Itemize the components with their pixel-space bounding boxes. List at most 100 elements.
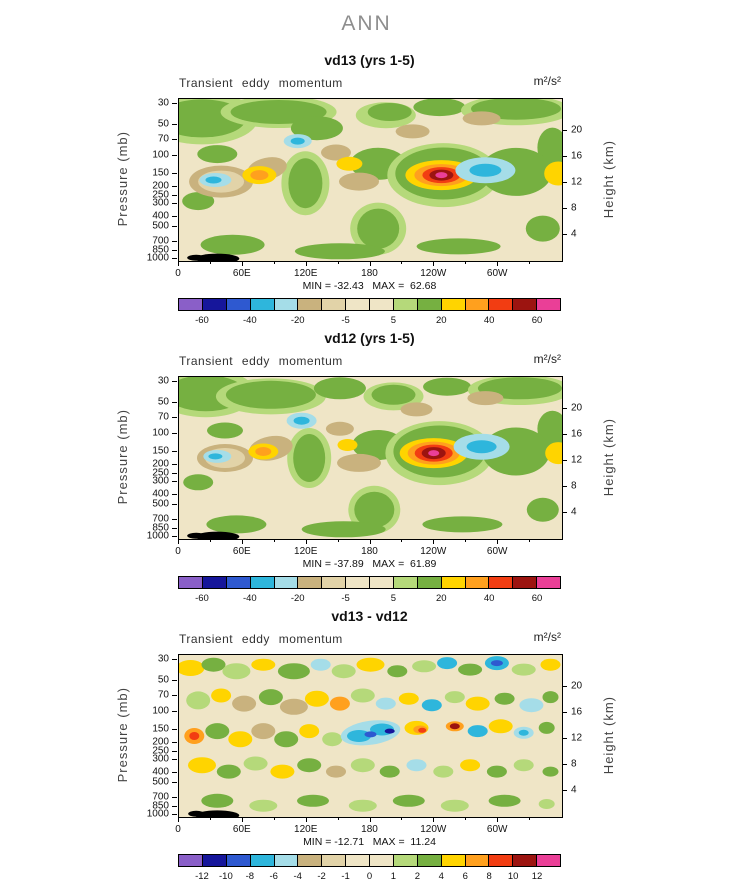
minor-tick-mark	[465, 817, 467, 820]
colorbar-segment	[273, 855, 298, 866]
pressure-axis: 30 50 70 100 150 200 250 300 400 500 700 850 1000	[0, 97, 178, 264]
panel-diff: vd13 - vd12 Transient eddy momentum m²/s…	[0, 608, 733, 886]
pressure-tick-label: 200	[152, 180, 169, 191]
colorbar-segment	[392, 855, 417, 866]
contour-plot-frame	[178, 98, 563, 262]
colorbar-tick-label: 60	[531, 315, 543, 326]
tick-mark	[172, 102, 177, 104]
pressure-tick-label: 400	[152, 766, 169, 778]
longitude-tick-label: 60W	[486, 824, 508, 835]
tick-mark	[172, 759, 177, 761]
colorbar-segment	[249, 299, 274, 310]
colorbar-segment	[488, 855, 513, 866]
tick-mark	[172, 203, 177, 205]
colorbar-segment	[464, 577, 489, 588]
tick-mark	[172, 401, 177, 403]
minor-tick-mark	[529, 261, 531, 264]
tick-mark	[172, 380, 177, 382]
tick-mark	[172, 481, 177, 483]
pressure-tick-label: 30	[157, 653, 169, 665]
tick-mark	[172, 813, 177, 815]
tick-mark	[562, 234, 567, 236]
height-tick-label: 8	[571, 758, 577, 770]
longitude-tick-label: 120W	[420, 824, 447, 835]
colorbar-segment	[201, 299, 226, 310]
colorbar-segment	[416, 855, 441, 866]
tick-mark	[562, 486, 567, 488]
colorbar-segment	[345, 299, 369, 310]
tick-mark	[497, 817, 499, 822]
height-tick-label: 8	[571, 480, 577, 492]
pressure-axis: 30 50 70 100 150 200 250 300 400 500 700 850 1000	[0, 653, 178, 820]
tick-mark	[172, 257, 177, 259]
colorbar-tick-label: 2	[414, 871, 421, 882]
tick-mark	[497, 539, 499, 544]
minor-tick-mark	[209, 539, 211, 542]
colorbar-tick-label: 5	[390, 593, 397, 604]
colorbar-tick-label: 40	[483, 315, 495, 326]
tick-mark	[172, 741, 177, 743]
minor-tick-mark	[337, 817, 339, 820]
longitude-tick-label: 60W	[486, 268, 508, 279]
colorbar-tick-label: 6	[462, 871, 468, 882]
tick-mark	[172, 504, 177, 505]
minor-tick-mark	[401, 261, 403, 264]
pressure-tick-label: 250	[152, 189, 169, 201]
colorbar-segment	[464, 299, 489, 310]
minmax-label: MIN = -37.89 MAX = 61.89	[302, 558, 437, 570]
colorbar-tick-label: -6	[269, 871, 278, 882]
tick-mark	[178, 261, 179, 266]
pressure-tick-label: 850	[152, 800, 169, 811]
longitude-tick-label: 120E	[294, 268, 318, 279]
figure-title: ANN	[341, 12, 392, 35]
colorbar-tick-label: 20	[436, 593, 447, 604]
tick-mark	[172, 249, 177, 251]
tick-mark	[433, 539, 435, 544]
tick-mark	[172, 805, 177, 807]
contour-plot	[179, 655, 562, 817]
minor-tick-mark	[401, 539, 403, 542]
colorbar-segment	[512, 855, 537, 866]
tick-mark	[305, 817, 307, 822]
height-tick-label: 4	[571, 506, 577, 518]
panel-title: vd12 (yrs 1-5)	[324, 330, 415, 346]
tick-mark	[172, 527, 177, 529]
tick-mark	[241, 261, 243, 266]
tick-mark	[172, 463, 177, 465]
colorbar-segment	[179, 299, 202, 310]
plot-units: m²/s²	[533, 352, 561, 366]
minor-tick-mark	[209, 261, 211, 264]
colorbar-tick-label: -8	[245, 871, 255, 882]
pressure-tick-label: 1000	[146, 808, 169, 820]
longitude-tick-label: 60W	[486, 546, 508, 557]
colorbar-tick-label: -60	[195, 593, 209, 604]
pressure-tick-label: 30	[157, 97, 169, 109]
tick-mark	[172, 751, 177, 753]
tick-mark	[562, 764, 567, 766]
colorbar-segment	[536, 577, 560, 588]
tick-mark	[172, 450, 177, 452]
longitude-tick-label: 120E	[294, 546, 318, 557]
pressure-tick-label: 1000	[146, 252, 169, 264]
tick-mark	[172, 432, 177, 434]
tick-mark	[172, 416, 177, 418]
pressure-tick-label: 50	[157, 674, 169, 686]
colorbar-segment	[488, 299, 513, 310]
tick-mark	[562, 208, 567, 210]
colorbar-tick-label: 12	[531, 871, 543, 882]
tick-mark	[172, 216, 177, 218]
pressure-tick-label: 200	[152, 458, 169, 469]
colorbar-tick-label: -5	[341, 593, 350, 604]
colorbar-segment	[369, 299, 393, 310]
longitude-tick-label: 180	[361, 268, 378, 279]
colorbar-segment	[416, 299, 441, 310]
colorbar-tick-label: 40	[483, 593, 495, 604]
height-tick-label: 12	[571, 454, 583, 466]
height-tick-label: 12	[571, 176, 583, 188]
tick-mark	[178, 539, 179, 544]
tick-mark	[369, 539, 371, 544]
plot-units: m²/s²	[533, 74, 561, 88]
height-axis: 20 16 12 8 4	[562, 376, 610, 538]
longitude-tick-label: 120W	[420, 546, 447, 557]
